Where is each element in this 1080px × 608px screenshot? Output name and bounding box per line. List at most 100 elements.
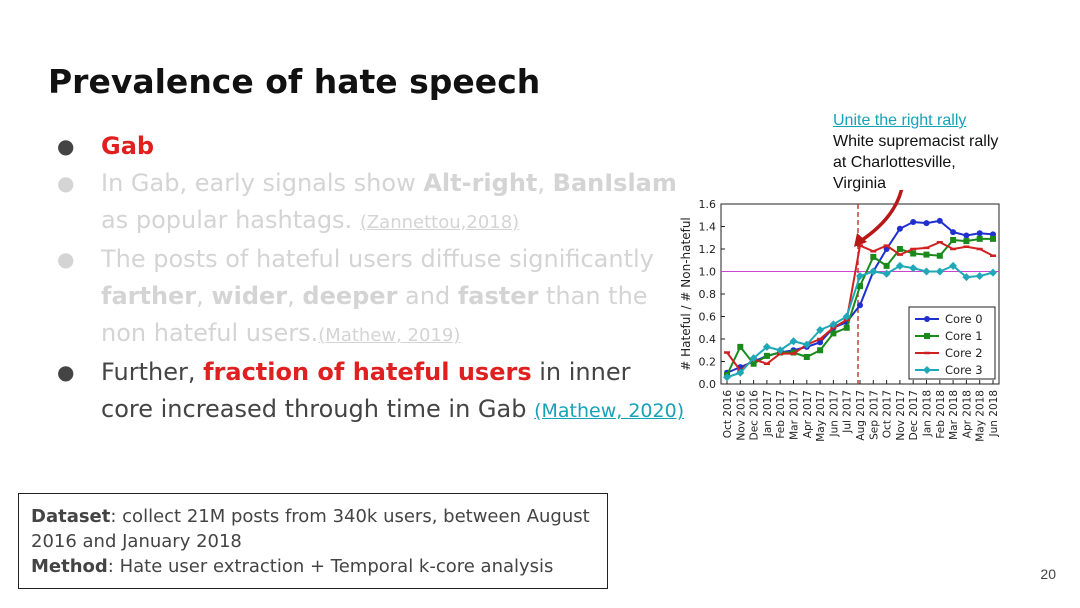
data-point [962, 273, 971, 282]
data-point [949, 261, 958, 270]
dataset-label: Dataset [31, 506, 111, 527]
data-point [816, 326, 825, 334]
legend-label: Core 1 [945, 329, 983, 343]
bullet-bold-term: deeper [302, 282, 398, 310]
data-point [895, 261, 904, 270]
bullet-bold-term: wider [211, 282, 288, 310]
bullet-text: and [397, 282, 458, 310]
y-tick-label: 1.2 [699, 243, 717, 256]
bullet-text: than the non hateful users. [101, 282, 648, 347]
data-point [936, 252, 943, 259]
y-tick-label: 0.6 [699, 311, 717, 324]
data-point [762, 342, 771, 351]
data-point [896, 225, 903, 232]
x-tick-label: Aug 2017 [855, 390, 867, 441]
reference-link-zannettou[interactable]: (Zannettou,2018) [359, 212, 520, 233]
hateful-ratio-chart: 0.0 0.2 0.4 0.6 0.8 1.0 1.2 1.4 1.6 # Hateful / #… [679, 190, 1000, 442]
reference-link-mathew-2020[interactable]: (Mathew, 2020) [534, 400, 685, 422]
x-tick-label: Nov 2017 [895, 390, 907, 441]
method-label: Method [31, 556, 108, 577]
x-tick-label: Jan 2018 [922, 390, 934, 437]
bullet-text: , [287, 282, 303, 310]
bullet-text: in inner core increased through time in … [101, 358, 631, 423]
y-tick-label: 1.6 [699, 198, 717, 211]
y-tick-label: 0.4 [699, 333, 717, 346]
data-point [936, 217, 943, 224]
bullet-text: , [196, 282, 212, 310]
data-point [817, 339, 824, 346]
legend-label: Core 3 [945, 363, 983, 377]
y-tick-label: 1.4 [699, 221, 717, 234]
annotation-link[interactable]: Unite the right rally [833, 112, 967, 129]
bullet-text: as popular hashtags. [101, 206, 360, 234]
annotation-arrowhead [854, 233, 867, 247]
y-axis-label: # Hateful / # Non-hateful [679, 217, 693, 371]
data-point [830, 330, 837, 337]
x-tick-label: Mar 2017 [789, 390, 801, 440]
bullet-text: , [537, 169, 553, 197]
dataset-line: Dataset: collect 21M posts from 340k use… [31, 504, 595, 554]
page-number: 20 [1040, 566, 1056, 582]
bullet-gab: ● Gab [55, 128, 685, 165]
x-tick-label: Nov 2016 [735, 390, 747, 441]
bullet-dot-icon: ● [57, 247, 75, 271]
data-point [737, 343, 744, 350]
bullet-list: ● Gab ● In Gab, early signals show Alt-r… [55, 128, 685, 430]
data-point [857, 302, 863, 309]
annotation-arrow [858, 190, 904, 244]
data-point [976, 230, 983, 237]
data-point [896, 246, 903, 252]
y-tick-label: 0.8 [699, 288, 717, 301]
x-tick-label: May 2017 [815, 390, 827, 442]
data-point [910, 219, 917, 225]
data-point [736, 368, 745, 377]
data-point [935, 267, 944, 276]
data-point [950, 237, 957, 243]
legend-label: Core 0 [945, 312, 983, 326]
bullet-bold-term: faster [457, 282, 539, 310]
data-point [910, 250, 917, 257]
reference-link-mathew-2019[interactable]: (Mathew, 2019) [318, 325, 461, 346]
annotation-line: at Charlottesville, [833, 154, 956, 171]
data-point [723, 373, 731, 382]
data-point [843, 324, 850, 331]
slide-title: Prevalence of hate speech [48, 62, 541, 101]
bullet-gab-label: Gab [101, 132, 155, 160]
data-point [802, 340, 811, 349]
bullet-bold-term: farther [101, 282, 197, 310]
x-tick-label: May 2018 [975, 390, 987, 442]
bullet-inner-core: ● Further, fraction of hateful users in … [55, 354, 685, 430]
data-point [803, 354, 810, 360]
data-point [923, 251, 930, 258]
data-point [776, 346, 785, 355]
legend-label: Core 2 [945, 346, 983, 360]
x-tick-label: Feb 2018 [935, 390, 947, 439]
annotation-line: White supremacist rally [833, 133, 999, 150]
x-tick-label: Jan 2017 [762, 390, 774, 437]
y-tick-label: 0.0 [699, 378, 717, 391]
bullet-text: The posts of hateful users diffuse signi… [101, 245, 654, 273]
x-tick-label: Feb 2017 [775, 390, 787, 439]
data-point [883, 262, 890, 269]
bullet-text: In Gab, early signals show [101, 169, 424, 197]
data-point [789, 337, 798, 346]
data-point [882, 269, 891, 278]
dataset-method-box: Dataset: collect 21M posts from 340k use… [18, 493, 608, 589]
bullet-dot-icon: ● [57, 134, 75, 158]
bullet-text: Further, [101, 358, 204, 386]
x-tick-label: Dec 2017 [908, 390, 920, 440]
method-text: : Hate user extraction + Temporal k-core… [107, 556, 554, 577]
data-point [963, 238, 970, 245]
x-tick-label: Sep 2017 [868, 390, 880, 440]
bullet-bold-term: Alt-right [423, 169, 538, 197]
data-point [829, 320, 838, 329]
data-point [870, 253, 877, 260]
data-point [817, 347, 824, 354]
data-point [975, 272, 984, 280]
bullet-highlight: fraction of hateful users [203, 358, 532, 386]
legend-marker [924, 333, 930, 339]
data-point [856, 272, 864, 280]
bullet-bold-term: BanIslam [552, 169, 677, 197]
bullet-dot-icon: ● [57, 171, 75, 195]
data-point [857, 283, 863, 290]
